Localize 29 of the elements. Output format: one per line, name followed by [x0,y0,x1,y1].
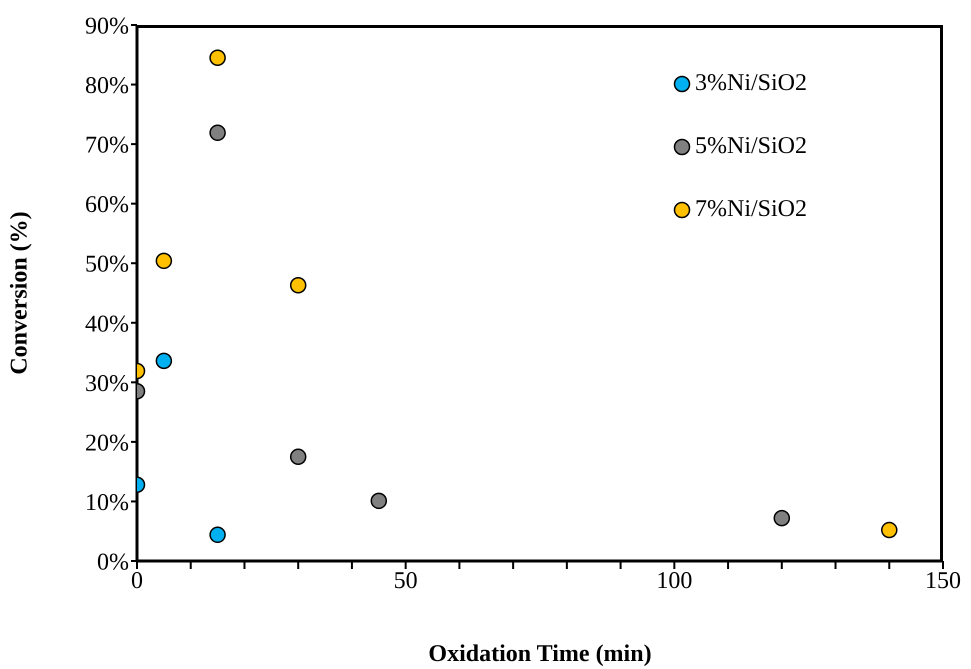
point [209,124,226,142]
y-tick-label: 70% [85,132,129,159]
x-tick-label: 100 [656,568,692,594]
y-tick-label: 30% [85,370,129,397]
point [156,252,172,270]
y-tick-label: 50% [85,252,129,278]
point [209,526,226,544]
point [774,510,790,526]
legend-label: 5%Ni/SiO2 [695,133,808,160]
x-tick-label: 150 [925,568,961,594]
x-axis-title: Oxidation Time (min) [428,641,652,667]
y-tick-label: 40% [85,311,129,338]
point [370,492,388,510]
y-tick-label: 90% [85,14,129,40]
point [156,352,172,370]
y-tick-label: 60% [85,192,129,218]
point [881,522,898,538]
y-tick-label: 20% [85,430,129,456]
y-tick-label: 80% [85,73,129,100]
legend-label: 3%Ni/SiO2 [695,70,808,97]
point [290,277,306,294]
point [209,50,226,66]
x-tick-label: 0 [131,568,143,594]
legend-label: 7%Ni/SiO2 [695,196,808,223]
y-tick-label: 0% [97,550,129,576]
y-axis-title: Conversion (%) [6,211,33,375]
point [290,448,306,466]
y-tick-label: 10% [85,490,129,516]
x-tick-label: 50 [394,568,418,594]
